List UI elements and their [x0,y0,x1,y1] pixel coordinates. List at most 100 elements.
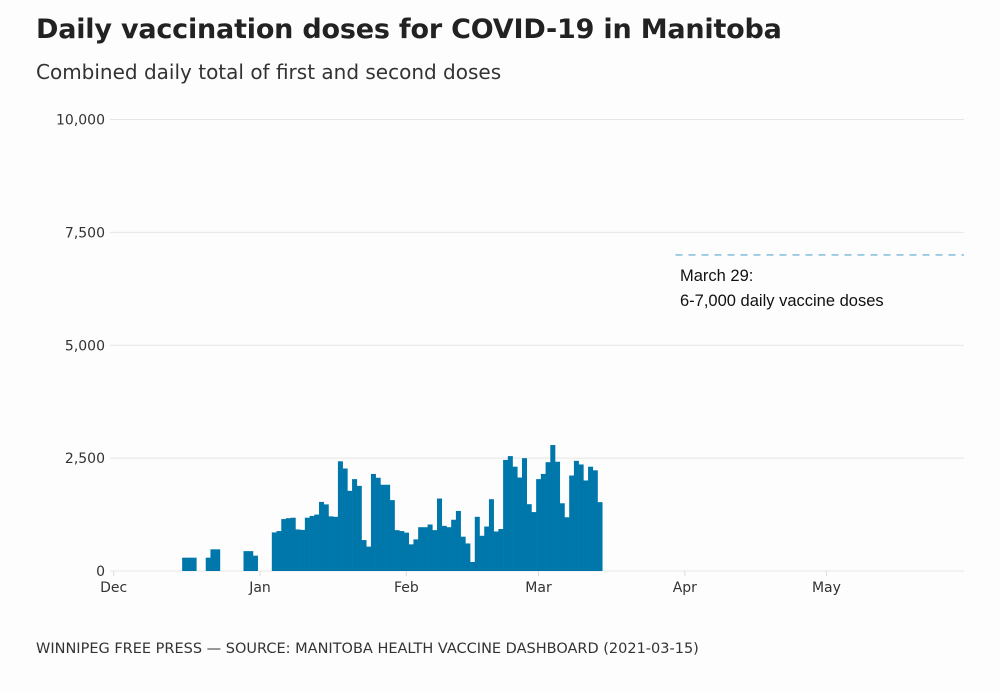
bar [498,529,504,571]
bar [394,530,400,571]
bar [205,557,211,571]
x-axis: Dec Jan Feb Mar Apr May [100,571,841,596]
bar [592,470,598,571]
bar [507,456,513,571]
y-tick-label: 10,000 [56,113,105,129]
bar [550,445,556,571]
bar [328,516,334,571]
x-tick-label: Mar [525,580,552,596]
bar [446,527,452,571]
bar [333,516,339,571]
bar [465,543,471,571]
bar [375,477,381,571]
chart-subtitle: Combined daily total of first and second… [36,60,502,84]
bar [248,551,254,571]
bar [578,464,584,571]
bar [569,475,575,571]
bar [281,519,287,571]
bar [503,459,509,571]
y-tick-label: 2,500 [65,451,105,467]
bar [413,539,419,571]
bars [182,445,603,572]
bar [536,479,542,571]
bar [512,466,518,571]
bar [408,544,414,571]
bar [488,499,494,571]
bar [441,525,447,571]
x-tick-label: Apr [673,580,697,596]
bar [474,516,480,571]
annotation-line-2: 6-7,000 daily vaccine doses [680,292,884,310]
source-credit: WINNIPEG FREE PRESS — SOURCE: MANITOBA H… [36,641,699,657]
x-tick-label: Dec [100,580,127,596]
bar [182,557,188,571]
bar [191,557,197,571]
bar [323,504,329,571]
bar [588,466,594,571]
bar [385,484,391,571]
chart-title: Daily vaccination doses for COVID-19 in … [36,14,782,45]
bar [319,501,325,571]
bar [555,461,561,571]
bar [493,531,499,571]
bar [399,531,405,571]
bar [479,535,485,571]
bar [451,519,457,571]
bar [366,546,372,571]
x-tick-label: Jan [248,580,271,596]
bar [432,530,438,571]
bar [186,557,192,571]
x-tick-label: May [812,580,841,596]
bar [215,549,221,571]
bar [422,527,428,571]
annotation-line-1: March 29: [680,267,753,285]
y-axis: 0 2,500 5,000 7,500 10,000 [56,113,105,581]
bar [314,514,320,571]
bar [352,479,358,571]
bar [304,517,310,571]
bar [389,500,395,571]
bar [380,484,386,571]
bar [342,468,348,571]
bar [295,529,301,571]
bar [531,512,537,571]
bar [290,517,296,571]
x-tick-label: Feb [394,580,419,596]
bar [545,462,551,571]
bar [300,529,306,571]
y-tick-label: 5,000 [65,338,105,354]
bar [252,555,258,571]
bar [526,504,532,571]
bar [521,458,527,572]
bar [460,536,466,571]
bar [210,549,216,571]
bar [276,531,282,571]
bar [309,515,315,571]
bar [564,517,570,571]
bar [427,524,433,571]
bar [597,502,603,571]
bar [337,461,343,571]
bar [437,498,443,571]
bar [517,477,523,571]
bar [356,485,362,571]
annotation: March 29: 6-7,000 daily vaccine doses [675,254,964,310]
bar [559,503,565,571]
bar [271,532,277,571]
bar [285,518,291,571]
bar [540,473,546,571]
bar [573,460,579,571]
y-tick-label: 0 [96,564,105,580]
bar [583,480,589,571]
bar [418,527,424,571]
bar [370,473,376,571]
bar [455,510,461,571]
bar [484,526,490,571]
bar [403,532,409,571]
bar [347,490,353,571]
y-tick-label: 7,500 [65,225,105,241]
bar [243,551,249,571]
bar [470,561,476,571]
bar [361,540,367,571]
